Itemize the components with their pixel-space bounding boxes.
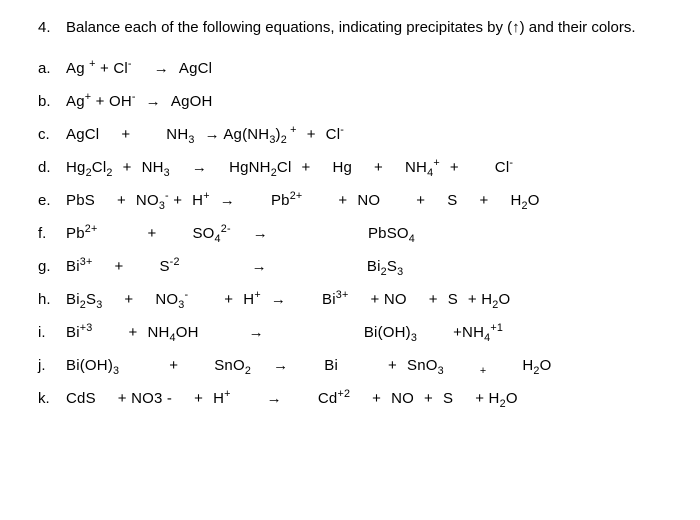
question-text: Balance each of the following equations,… (66, 18, 672, 38)
equation-row: e.PbS+NO3- +H+→Pb2++NO+S+H2O (38, 192, 672, 209)
equation-body: Hg2Cl2+NH3→HgNH2Cl+Hg+NH4++Cl- (66, 159, 672, 176)
equation-body: Bi3++S-2→Bi2S3 (66, 258, 672, 275)
equation-body: AgCl+NH3→ Ag(NH3)2 ++Cl- (66, 126, 672, 143)
equation-row: j.Bi(OH)3+SnO2→Bi+SnO3+H2O (38, 357, 672, 374)
question-header: 4. Balance each of the following equatio… (38, 18, 672, 38)
equation-row: d.Hg2Cl2+NH3→HgNH2Cl+Hg+NH4++Cl- (38, 159, 672, 176)
equation-label: b. (38, 93, 66, 110)
equation-body: PbS+NO3- +H+→Pb2++NO+S+H2O (66, 192, 672, 209)
question-number: 4. (38, 18, 66, 38)
equation-row: i.Bi+3+NH4OH→Bi(OH)3+NH4+1 (38, 324, 672, 341)
equation-label: d. (38, 159, 66, 176)
equation-label: h. (38, 291, 66, 308)
equation-body: Ag + + Cl-→AgCl (66, 60, 672, 77)
equation-label: k. (38, 390, 66, 407)
equation-label: f. (38, 225, 66, 242)
equation-body: CdS+ NO3 -+H+→Cd+2+NO+S+ H2O (66, 390, 672, 407)
equation-row: a.Ag + + Cl-→AgCl (38, 60, 672, 77)
equation-label: g. (38, 258, 66, 275)
equation-body: Pb2++SO42-→PbSO4 (66, 225, 672, 242)
equation-list: a.Ag + + Cl-→AgClb.Ag+ + OH-→AgOHc.AgCl+… (38, 60, 672, 407)
equation-body: Bi+3+NH4OH→Bi(OH)3+NH4+1 (66, 324, 672, 341)
equation-body: Ag+ + OH-→AgOH (66, 93, 672, 110)
equation-row: g.Bi3++S-2→Bi2S3 (38, 258, 672, 275)
equation-row: f.Pb2++SO42-→PbSO4 (38, 225, 672, 242)
equation-row: b.Ag+ + OH-→AgOH (38, 93, 672, 110)
equation-body: Bi(OH)3+SnO2→Bi+SnO3+H2O (66, 357, 672, 374)
equation-body: Bi2S3+NO3-+H+→Bi3++ NO+S+ H2O (66, 291, 672, 308)
equation-row: k.CdS+ NO3 -+H+→Cd+2+NO+S+ H2O (38, 390, 672, 407)
equation-row: h.Bi2S3+NO3-+H+→Bi3++ NO+S+ H2O (38, 291, 672, 308)
equation-label: c. (38, 126, 66, 143)
equation-label: i. (38, 324, 66, 341)
equation-row: c.AgCl+NH3→ Ag(NH3)2 ++Cl- (38, 126, 672, 143)
equation-label: e. (38, 192, 66, 209)
equation-label: j. (38, 357, 66, 374)
equation-label: a. (38, 60, 66, 77)
